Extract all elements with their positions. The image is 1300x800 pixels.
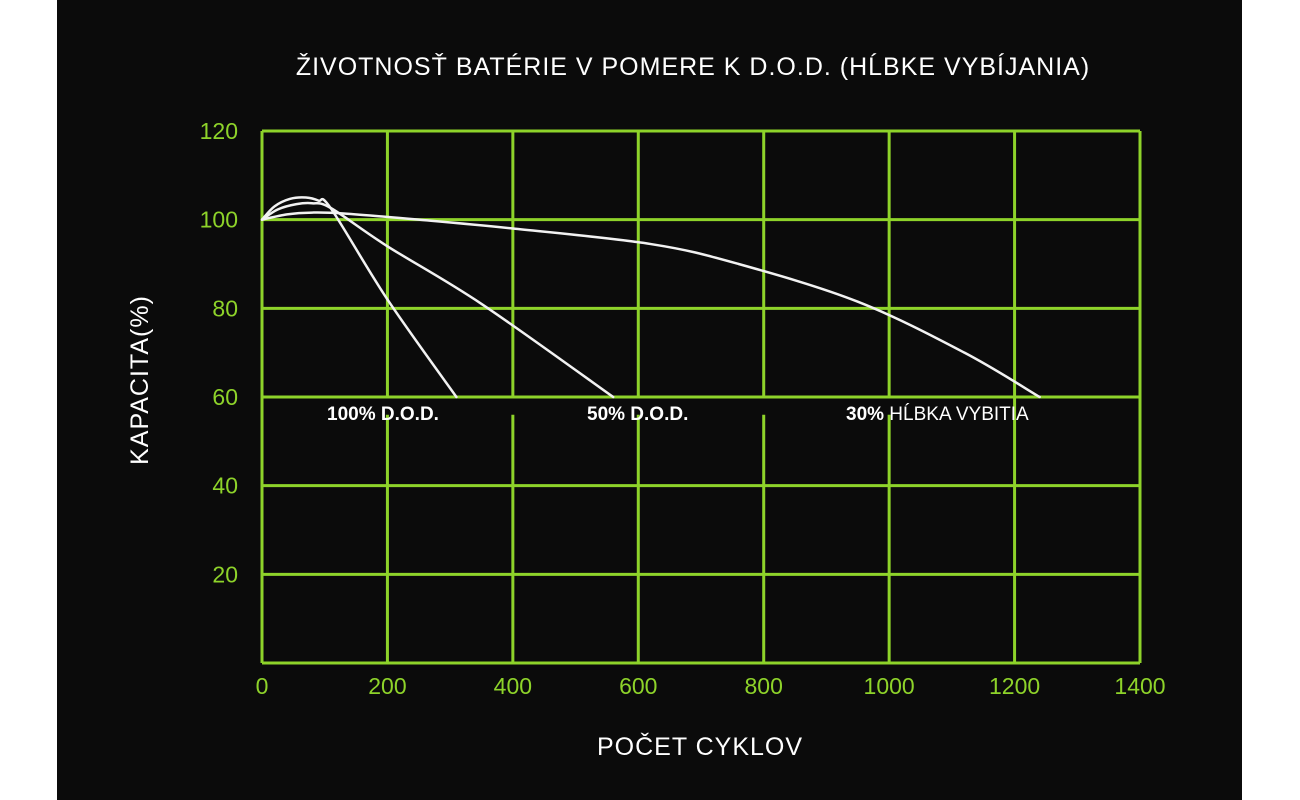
x-tick-label: 200 — [368, 673, 406, 699]
chart-title: ŽIVOTNOSŤ BATÉRIE V POMERE K D.O.D. (HĹB… — [296, 52, 1090, 81]
series-label: 100% D.O.D. — [327, 404, 439, 425]
y-tick-label: 20 — [212, 561, 238, 587]
series-line — [260, 201, 615, 399]
chart-panel — [57, 0, 1242, 800]
y-tick-label: 80 — [212, 295, 238, 321]
x-axis-title: POČET CYKLOV — [597, 732, 803, 761]
tick-labels: 0 200 400 600 800 1000 1200 1400 20 40 60 80 100 120 — [200, 118, 1166, 699]
y-axis-title: KAPACITA(%) — [126, 295, 154, 465]
curves — [260, 196, 1041, 399]
y-tick-label: 40 — [212, 473, 238, 499]
y-tick-label: 100 — [200, 207, 238, 233]
series-label: 50% D.O.D. — [587, 404, 688, 425]
x-tick-label: 800 — [745, 673, 783, 699]
series-label: 30% HĹBKA VYBITIA — [846, 404, 1029, 425]
x-tick-label: 1400 — [1114, 673, 1165, 699]
series-line — [260, 211, 1041, 399]
x-tick-label: 1200 — [989, 673, 1040, 699]
series-line — [260, 196, 458, 399]
x-tick-label: 0 — [256, 673, 269, 699]
y-tick-label: 60 — [212, 384, 238, 410]
x-tick-label: 600 — [619, 673, 657, 699]
grid — [260, 129, 1142, 665]
x-tick-label: 1000 — [864, 673, 915, 699]
series-labels: 100% D.O.D. 50% D.O.D. 30% HĹBKA VYBITIA — [327, 404, 1029, 425]
x-tick-label: 400 — [494, 673, 532, 699]
y-tick-label: 120 — [200, 118, 238, 144]
